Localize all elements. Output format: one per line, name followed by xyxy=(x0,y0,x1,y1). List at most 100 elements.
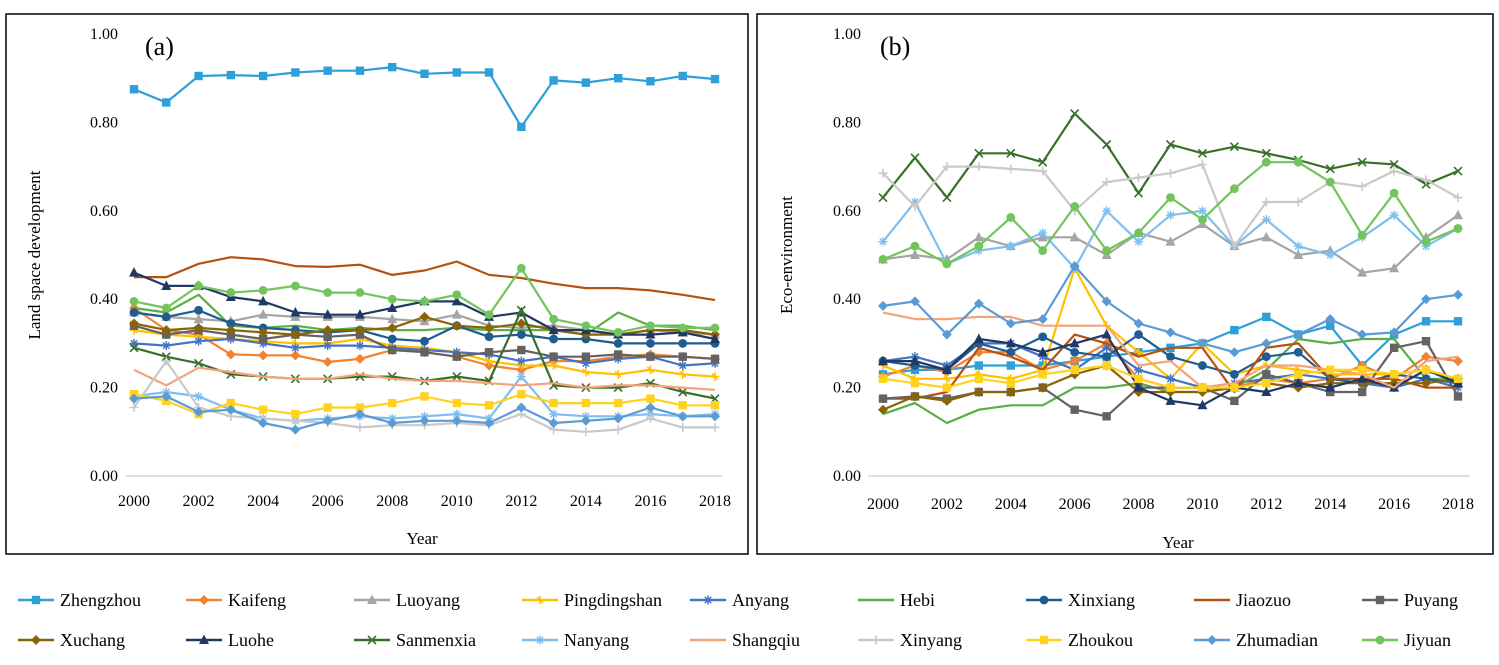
panel-a-point-xuchang xyxy=(161,325,172,336)
panel-a-point-zhoukou xyxy=(258,405,268,414)
panel-b-point-luohe xyxy=(1197,399,1208,410)
panel-a-point-sanmenxia xyxy=(678,387,688,397)
panel-a-point-sanmenxia xyxy=(516,305,526,315)
panel-a-point-jiyuan xyxy=(194,281,203,291)
panel-b-point-zhengzhou xyxy=(1453,317,1463,326)
panel-a-point-luoyang xyxy=(451,309,462,319)
panel-b-point-xinyang xyxy=(1389,166,1399,176)
panel-b-point-luohe xyxy=(1101,329,1112,339)
panel-b-point-sanmenxia xyxy=(1197,148,1208,158)
panel-b-point-puyang xyxy=(1262,370,1271,379)
panel-a-point-zhoukou xyxy=(484,401,494,410)
panel-b-point-jiyuan xyxy=(1198,215,1207,225)
panel-b-point-sanmenxia xyxy=(974,148,984,158)
panel-b-point-sanmenxia xyxy=(1325,164,1335,174)
panel-b-point-luohe xyxy=(1069,337,1080,348)
panel-b-point-xinxiang xyxy=(1070,347,1080,357)
panel-a-point-xuchang xyxy=(451,320,462,331)
panel-a-point-zhoukou xyxy=(420,392,429,401)
panel-a-point-zhengzhou xyxy=(291,68,300,77)
panel-b-point-zhumadian xyxy=(973,298,984,309)
panel-b-point-luoyang xyxy=(1389,262,1400,273)
panel-b-y-tick-label: 1.00 xyxy=(833,26,861,43)
panel-a-point-jiyuan xyxy=(258,285,268,295)
panel-a-point-zhoukou xyxy=(226,398,236,408)
panel-a-x-tick-label: 2002 xyxy=(183,493,215,510)
panel-b-point-nanyang xyxy=(878,237,888,247)
panel-b-point-zhumadian xyxy=(1069,261,1080,272)
panel-a-point-jiyuan xyxy=(678,323,688,333)
panel-b-point-zhoukou xyxy=(1294,370,1303,379)
panel-b-point-zhumadian xyxy=(1229,347,1240,358)
panel-a-x-tick-label: 2016 xyxy=(634,493,666,510)
panel-b-point-puyang xyxy=(1070,405,1079,414)
panel-a-point-luohe xyxy=(258,295,269,306)
panel-a-point-anyang xyxy=(452,347,462,357)
panel-b-point-zhumadian xyxy=(909,296,920,307)
panel-b-point-luoyang xyxy=(909,249,920,259)
panel-b-point-zhumadian xyxy=(878,300,888,311)
panel-b-point-zhoukou xyxy=(1134,374,1143,383)
legend-swatch-marker xyxy=(31,595,41,605)
panel-b-point-luoyang xyxy=(973,231,984,242)
legend-label: Anyang xyxy=(732,590,789,610)
legend-item-shangqiu: Shangqiu xyxy=(690,630,800,650)
panel-a-land-space-development: (a) Land space development Year 0.00 0.20… xyxy=(5,13,749,555)
panel-a-point-xinyang xyxy=(129,402,139,412)
panel-b-point-xinyang xyxy=(1421,175,1431,185)
panel-a-point-zhengzhou xyxy=(452,68,461,77)
panel-a-point-puyang xyxy=(678,352,687,361)
panel-a-point-puyang xyxy=(517,345,526,355)
panel-a-point-zhumadian xyxy=(516,402,527,413)
panel-b-point-sanmenxia xyxy=(1070,108,1080,119)
panel-a-point-anyang xyxy=(710,358,720,368)
panel-b-point-puyang xyxy=(1230,396,1239,406)
panel-a-point-xuchang xyxy=(290,329,301,340)
panel-a-point-zhengzhou xyxy=(517,122,526,132)
panel-b-point-xinyang xyxy=(1229,241,1239,251)
legend-swatch-marker xyxy=(871,635,881,645)
panel-a-x-tick-label: 2010 xyxy=(441,493,473,510)
panel-a-point-jiyuan xyxy=(226,288,236,297)
panel-a-series-shangqiu xyxy=(133,366,716,391)
panel-b-point-luohe xyxy=(909,355,920,366)
panel-b-point-nanyang xyxy=(1166,210,1175,220)
panel-a-point-zhoukou xyxy=(613,398,623,408)
panel-a-point-kaifeng xyxy=(322,356,333,367)
legend-swatch-marker xyxy=(199,634,209,644)
panel-a-series-zhengzhou xyxy=(129,62,720,132)
legend-item-jiaozuo: Jiaozuo xyxy=(1194,590,1291,610)
panel-b-y-tick-label: 0.60 xyxy=(833,203,861,220)
panel-b-series-sanmenxia xyxy=(878,108,1463,203)
panel-b-point-zhumadian xyxy=(1133,318,1144,329)
panel-a-point-pingdingshan xyxy=(581,367,591,377)
panel-a-point-puyang xyxy=(581,352,591,361)
panel-b-series-luohe xyxy=(878,329,1463,410)
panel-b-point-xuchang xyxy=(941,395,952,406)
panel-a-point-kaifeng xyxy=(290,350,301,361)
panel-b-x-tick-label: 2000 xyxy=(867,496,899,513)
panel-a-point-xuchang xyxy=(516,318,527,329)
panel-a-point-zhumadian xyxy=(419,415,430,426)
panel-b-point-sanmenxia xyxy=(1261,148,1271,158)
panel-b-point-sanmenxia xyxy=(1357,157,1367,167)
panel-b-point-jiyuan xyxy=(1325,177,1335,187)
panel-a-line-jiaozuo xyxy=(134,256,716,302)
legend-item-xuchang: Xuchang xyxy=(18,630,125,650)
panel-b-point-xinyang xyxy=(1197,159,1207,169)
panel-b-x-tick-label: 2016 xyxy=(1378,496,1410,513)
panel-b-point-puyang xyxy=(1326,387,1335,397)
panel-b-point-zhumadian xyxy=(1101,296,1112,307)
panel-a-y-axis-title: Land space development xyxy=(25,170,44,339)
panel-a-point-puyang xyxy=(613,350,623,359)
panel-a-point-zhumadian xyxy=(193,406,204,417)
panel-a-point-xinxiang xyxy=(549,334,559,344)
panel-b-point-zhumadian xyxy=(1037,314,1048,325)
legend-item-anyang: Anyang xyxy=(690,590,789,610)
panel-a-point-jiyuan xyxy=(710,323,720,333)
panel-b-point-puyang xyxy=(1453,392,1463,401)
panel-b-x-tick-label: 2010 xyxy=(1186,496,1218,513)
panel-b-point-zhumadian xyxy=(1357,329,1368,340)
panel-a-point-luoyang xyxy=(387,313,398,324)
panel-b-point-nanyang xyxy=(1421,241,1431,251)
